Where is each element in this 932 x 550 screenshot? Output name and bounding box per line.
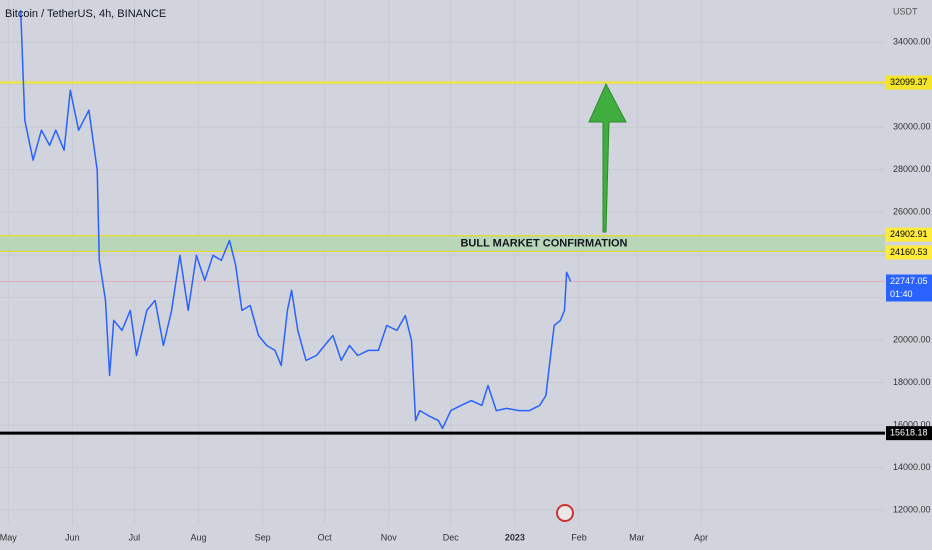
axis-unit: USDT	[893, 6, 918, 16]
y-tick-label: 14000.00	[893, 462, 931, 472]
x-tick-label: Apr	[694, 532, 708, 542]
y-tick-label: 20000.00	[893, 334, 931, 344]
y-tick-label: 12000.00	[893, 504, 931, 514]
resistance-label: 32099.37	[890, 77, 928, 87]
last-box	[886, 274, 932, 302]
x-tick-label: Mar	[629, 532, 645, 542]
zone-top-box	[886, 227, 932, 242]
x-tick-label: Jul	[129, 532, 141, 542]
zone-top-label: 24902.91	[890, 229, 928, 239]
y-tick-label: 16000.00	[893, 419, 931, 429]
support-box	[886, 426, 932, 441]
x-tick-label: Oct	[318, 532, 333, 542]
y-tick-label: 28000.00	[893, 164, 931, 174]
x-tick-label: Feb	[571, 532, 587, 542]
y-tick-label: 18000.00	[893, 377, 931, 387]
chart-title: Bitcoin / TetherUS, 4h, BINANCE	[5, 8, 166, 20]
x-tick-label: Sep	[255, 532, 271, 542]
last-label: 22747.05	[890, 276, 928, 286]
zone-bottom-label: 24160.53	[890, 247, 928, 257]
zone-bottom-box	[886, 245, 932, 260]
arrow	[588, 82, 627, 233]
countdown-label: 01:40	[890, 289, 913, 299]
zone	[0, 235, 885, 252]
plot: BULL MARKET CONFIRMATION	[0, 10, 885, 435]
y-tick-label: 30000.00	[893, 122, 931, 132]
y-tick-label: 26000.00	[893, 207, 931, 217]
x-tick-label: Aug	[190, 532, 206, 542]
resistance-box	[886, 75, 932, 90]
price-axis: 12000.00 14000.00 16000.00 18000.00 20000.00…	[0, 36, 932, 542]
x-tick-label: Jun	[65, 532, 80, 542]
support-label: 15618.18	[890, 428, 928, 438]
x-tick-label: 2023	[505, 532, 525, 542]
y-tick-label: 34000.00	[893, 36, 931, 46]
x-tick-label: Dec	[443, 532, 460, 542]
logo	[556, 504, 574, 522]
x-tick-label: May	[0, 532, 17, 542]
zone-label: BULL MARKET CONFIRMATION	[460, 237, 627, 249]
logo-ring	[556, 504, 574, 522]
price-line	[19, 10, 572, 430]
x-tick-label: Nov	[381, 532, 398, 542]
grid	[0, 0, 885, 525]
